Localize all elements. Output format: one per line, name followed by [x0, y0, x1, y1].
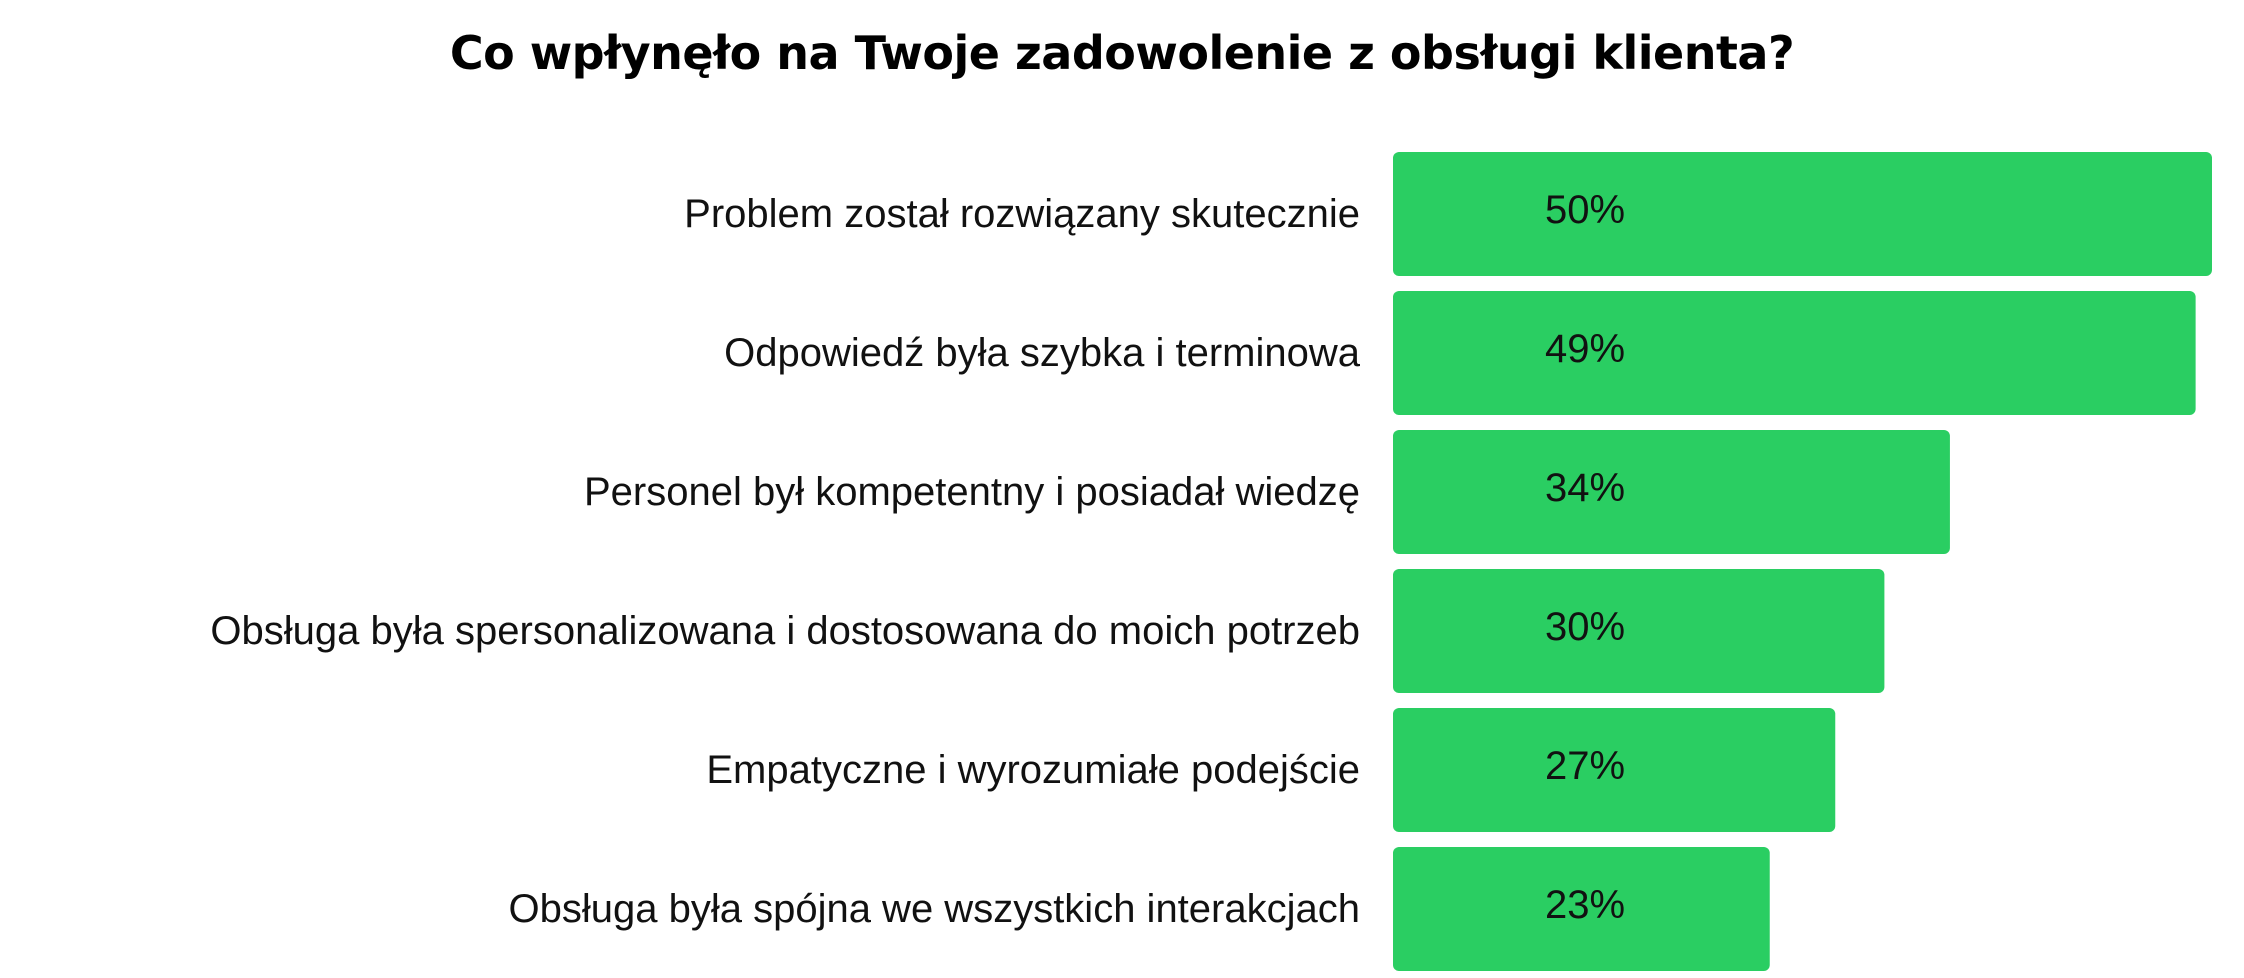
bar	[1393, 569, 1885, 693]
category-label: Obsługa była spersonalizowana i dostosow…	[210, 609, 1360, 653]
category-label: Problem został rozwiązany skutecznie	[684, 192, 1360, 236]
category-label: Obsługa była spójna we wszystkich intera…	[508, 887, 1360, 931]
bars-layer	[1393, 152, 2212, 971]
data-label: 30%	[1545, 605, 1625, 649]
bar	[1393, 708, 1836, 832]
data-label: 50%	[1545, 188, 1625, 232]
data-label: 27%	[1545, 744, 1625, 788]
value-labels: 50% 49% 34% 30% 27% 23%	[1545, 188, 1625, 927]
bar	[1393, 430, 1950, 554]
bar	[1393, 847, 1770, 971]
bar	[1393, 291, 2196, 415]
chart-title: Co wpłynęło na Twoje zadowolenie z obsłu…	[449, 26, 1795, 80]
data-label: 23%	[1545, 883, 1625, 927]
data-label: 49%	[1545, 327, 1625, 371]
category-label: Empatyczne i wyrozumiałe podejście	[706, 748, 1360, 792]
data-label: 34%	[1545, 466, 1625, 510]
category-label: Personel był kompetentny i posiadał wied…	[584, 470, 1360, 514]
category-label: Odpowiedź była szybka i terminowa	[724, 331, 1361, 375]
category-labels: Problem został rozwiązany skutecznie Odpo…	[210, 192, 1360, 931]
bar	[1393, 152, 2212, 276]
